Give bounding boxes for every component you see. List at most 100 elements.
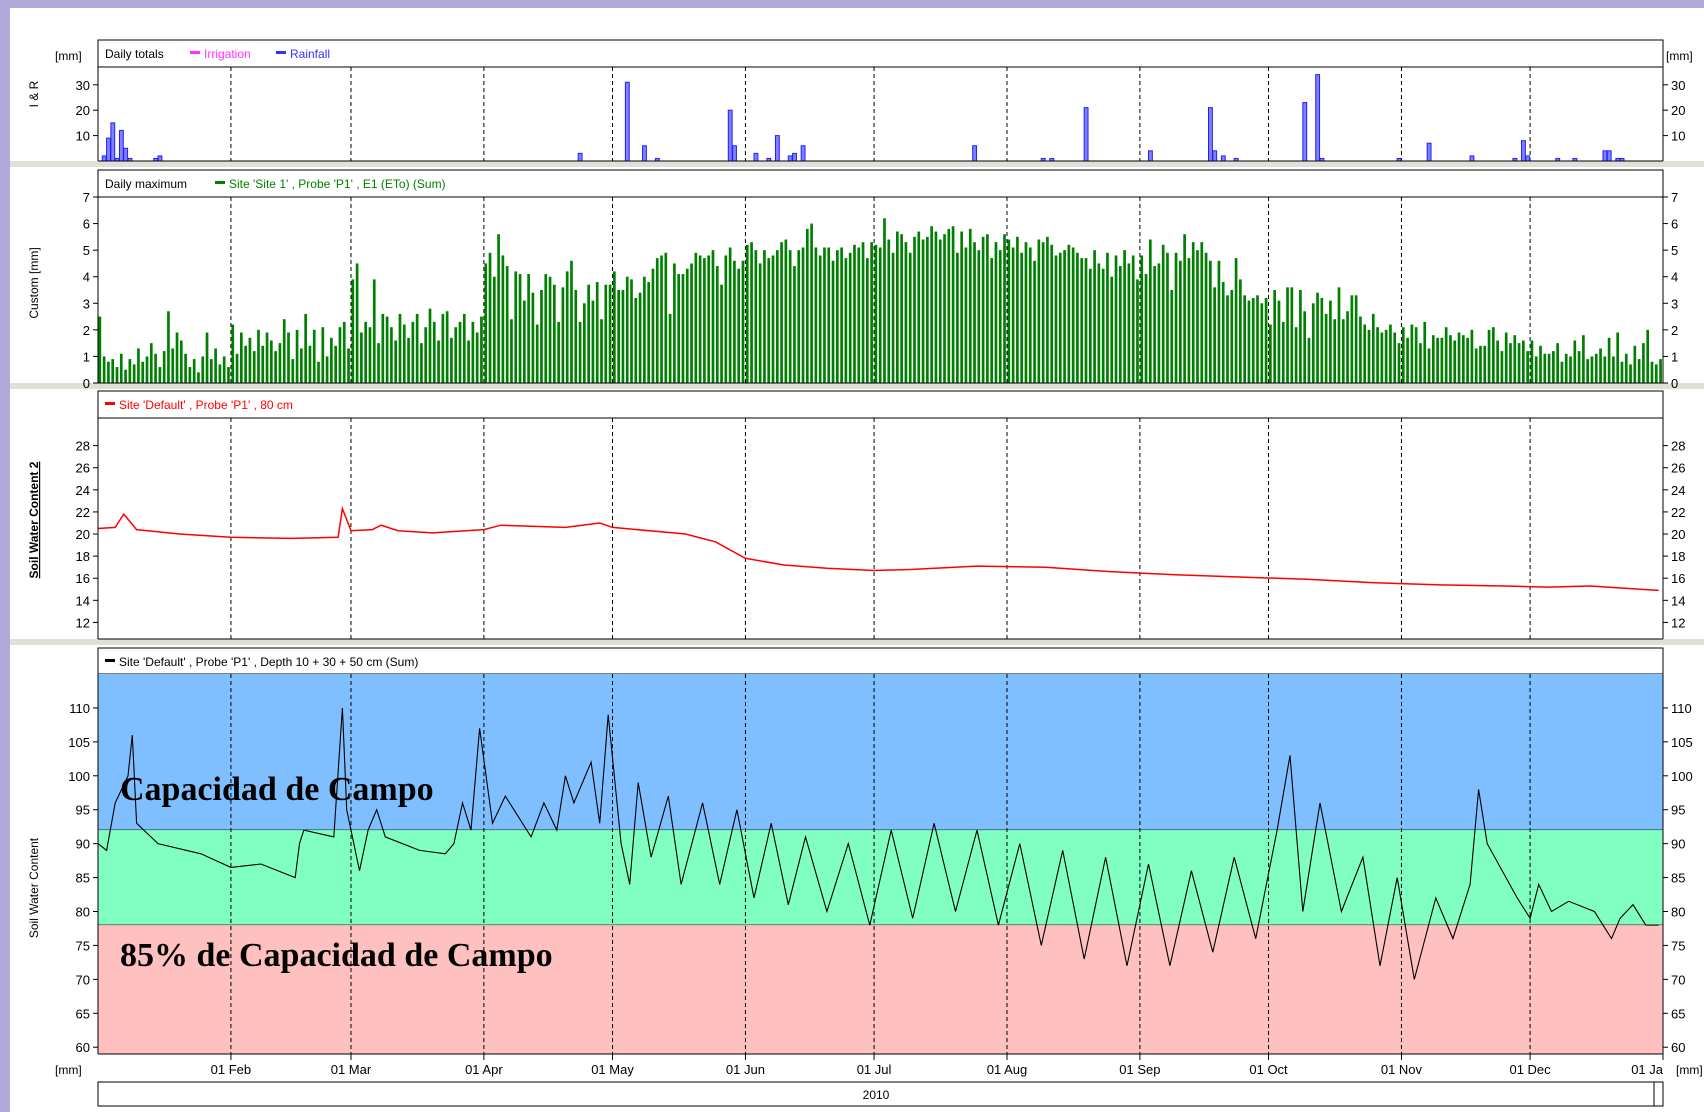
eto-bar — [896, 231, 899, 383]
eto-bar — [1131, 255, 1135, 383]
eto-bar — [239, 332, 243, 383]
eto-bar — [784, 239, 788, 383]
eto-bar — [1256, 295, 1259, 383]
eto-bar — [1033, 260, 1036, 383]
eto-bar — [407, 337, 410, 383]
eto-bar — [1166, 252, 1169, 383]
eto-bar — [527, 274, 530, 383]
eto-bar — [544, 274, 548, 383]
eto-bar — [1410, 324, 1414, 383]
eto-bar — [1509, 343, 1512, 383]
eto-bar — [1376, 327, 1379, 383]
eto-bar — [1114, 255, 1118, 383]
eto-bar — [557, 321, 560, 383]
eto-bar — [968, 228, 972, 383]
eto-bar — [98, 316, 102, 383]
eto-bar — [1650, 361, 1654, 383]
x-tick-label: 01 Aug — [987, 1062, 1028, 1077]
eto-bar — [1136, 279, 1139, 383]
eto-bar — [1063, 250, 1066, 383]
unit-right-bottom: [mm] — [1676, 1063, 1703, 1077]
eto-bar — [364, 321, 368, 383]
x-tick-label: 01 Feb — [211, 1062, 251, 1077]
rainfall-bar — [753, 152, 759, 162]
eto-bar — [986, 234, 989, 383]
line-sum — [97, 707, 1659, 980]
eto-bar — [218, 364, 222, 383]
rainfall-bar — [1208, 107, 1213, 162]
eto-bar — [583, 303, 586, 383]
eto-bar — [432, 321, 436, 383]
eto-bar — [312, 329, 316, 383]
eto-bar — [788, 250, 792, 383]
eto-bar — [810, 223, 813, 383]
eto-bar — [621, 290, 625, 383]
eto-bar — [1401, 327, 1405, 383]
x-tick-label: 01 Jul — [857, 1062, 892, 1077]
eto-bar — [1234, 258, 1238, 383]
y-tick-label: 110 — [1671, 701, 1692, 716]
y-tick-label: 95 — [1671, 803, 1685, 818]
eto-bar — [578, 321, 582, 383]
eto-bar — [1461, 335, 1465, 383]
eto-bar — [1041, 242, 1045, 383]
eto-bar — [926, 236, 929, 383]
eto-bar — [1367, 329, 1371, 383]
eto-bar — [1320, 297, 1324, 383]
eto-bar — [1633, 345, 1637, 383]
eto-bar — [660, 255, 663, 383]
legend-swatch-80cm — [105, 402, 115, 405]
band-label-field-capacity: Capacidad de Campo — [120, 771, 434, 808]
eto-bar — [1144, 274, 1148, 383]
eto-bar — [145, 356, 149, 383]
eto-bar — [754, 250, 758, 383]
eto-bar — [308, 345, 312, 383]
y-tick-label: 26 — [76, 461, 90, 476]
eto-bar — [209, 359, 213, 383]
eto-bar — [518, 274, 522, 383]
eto-bar — [951, 226, 955, 383]
eto-bar — [1303, 311, 1307, 383]
eto-bar — [505, 266, 509, 383]
rainfall-bar — [792, 152, 797, 162]
eto-bar — [1384, 329, 1388, 383]
eto-bar — [179, 340, 183, 383]
legend-title: Daily totals — [105, 47, 164, 61]
panel-soil-water-sum: Site 'Default' , Probe 'P1' , Depth 10 +… — [27, 647, 1693, 1055]
eto-bar — [745, 244, 749, 383]
eto-bar — [561, 287, 565, 383]
eto-bar — [793, 266, 796, 383]
y-tick-label: 28 — [1671, 439, 1685, 454]
rainfall-bar — [110, 122, 116, 162]
eto-bar — [956, 252, 959, 383]
y-tick-label: 30 — [1671, 78, 1685, 93]
eto-bar — [458, 321, 462, 383]
eto-bar — [1457, 332, 1461, 383]
eto-bar — [1311, 303, 1315, 383]
eto-bar — [291, 359, 295, 383]
eto-bar — [462, 313, 466, 383]
eto-bar — [625, 276, 629, 383]
eto-bar — [450, 337, 453, 383]
eto-bar — [947, 228, 951, 383]
ylabel-panel4: Soil Water Content — [27, 837, 41, 938]
eto-bar — [1020, 252, 1024, 383]
eto-bar — [278, 343, 282, 383]
eto-bar — [1646, 329, 1650, 383]
eto-bar — [1577, 351, 1581, 383]
y-tick-label: 75 — [1671, 938, 1685, 953]
eto-bar — [591, 300, 595, 383]
y-tick-label: 5 — [83, 243, 90, 258]
y-tick-label: 10 — [1671, 129, 1685, 144]
eto-bar — [257, 329, 260, 383]
eto-bar — [1560, 361, 1564, 383]
eto-bar — [428, 308, 432, 383]
eto-bar — [141, 361, 145, 383]
eto-bar — [107, 361, 110, 383]
y-tick-label: 1 — [83, 349, 90, 364]
eto-bar — [973, 242, 976, 383]
eto-bar — [1354, 295, 1358, 383]
eto-bar — [1191, 242, 1195, 383]
eto-bar — [1157, 263, 1161, 383]
eto-bar — [1466, 337, 1469, 383]
